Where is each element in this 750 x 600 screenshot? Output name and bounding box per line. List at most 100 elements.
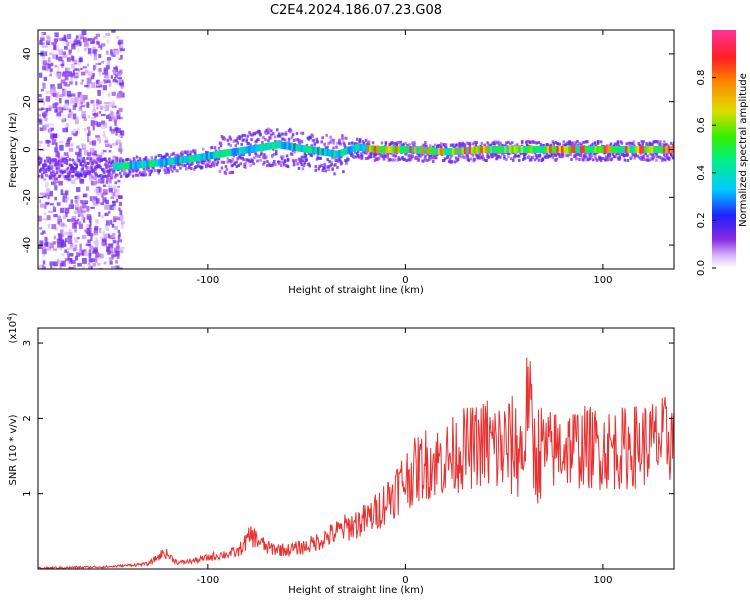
heatmap-cell: [226, 160, 230, 164]
heatmap-cell: [265, 155, 268, 159]
heatmap-cell: [618, 155, 622, 159]
heatmap-cell: [45, 241, 49, 247]
heatmap-cell: [654, 140, 657, 144]
heatmap-cell: [88, 249, 92, 256]
heatmap-cell: [52, 205, 56, 211]
heatmap-cell: [262, 136, 265, 140]
heatmap-cell: [214, 151, 218, 159]
heatmap-cell: [47, 140, 51, 144]
heatmap-cell: [167, 171, 170, 175]
heatmap-cell: [662, 145, 666, 154]
heatmap-cell: [649, 156, 652, 160]
heatmap-cell: [364, 157, 368, 161]
heatmap-cell: [249, 133, 252, 137]
heatmap-cell: [544, 155, 548, 159]
heatmap-cell: [87, 224, 92, 229]
heatmap-cell: [241, 156, 244, 160]
heatmap-cell: [101, 215, 104, 219]
heatmap-cell: [463, 147, 467, 155]
heatmap-cell: [259, 132, 262, 136]
heatmap-cell: [117, 71, 121, 77]
heatmap-cell: [305, 145, 309, 153]
heatmap-cell: [74, 220, 79, 225]
heatmap-cell: [98, 140, 102, 144]
heatmap-cell: [464, 156, 468, 160]
heatmap-cell: [494, 145, 498, 154]
heatmap-cell: [295, 131, 299, 135]
heatmap-cell: [45, 174, 49, 178]
heatmap-cell: [114, 76, 117, 80]
heatmap-cell: [409, 158, 412, 162]
heatmap-cell: [109, 144, 113, 149]
heatmap-cell: [235, 160, 239, 164]
heatmap-cell: [112, 69, 115, 73]
heatmap-cell: [481, 154, 484, 158]
heatmap-cell: [340, 161, 343, 165]
heatmap-cell: [93, 36, 98, 40]
heatmap-cell: [297, 157, 301, 161]
heatmap-cell: [556, 142, 559, 146]
heatmap-cell: [117, 239, 122, 243]
heatmap-cell: [95, 135, 100, 138]
heatmap-cell: [102, 175, 105, 179]
heatmap-cell: [172, 157, 176, 165]
heatmap-cell: [106, 180, 109, 184]
heatmap-cell: [114, 121, 117, 126]
heatmap-cell: [70, 164, 74, 168]
heatmap-cell: [324, 148, 328, 156]
heatmap-cell: [491, 155, 494, 159]
heatmap-cell: [184, 164, 187, 168]
heatmap-cell: [482, 146, 486, 154]
heatmap-cell: [554, 140, 558, 144]
heatmap-cell: [107, 172, 110, 176]
heatmap-cell: [287, 140, 291, 144]
heatmap-cell: [334, 163, 337, 167]
heatmap-cell: [275, 152, 278, 156]
heatmap-cell: [267, 142, 271, 150]
heatmap-cell: [245, 139, 248, 143]
heatmap-cell: [65, 142, 70, 147]
heatmap-cell: [176, 169, 179, 173]
heatmap-cell: [119, 174, 123, 178]
heatmap-cell: [86, 205, 90, 212]
heatmap-cell: [519, 152, 523, 156]
heatmap-cell: [107, 174, 110, 177]
heatmap-cell: [81, 234, 87, 239]
heatmap-cell: [269, 142, 273, 150]
heatmap-cell: [373, 145, 377, 153]
heatmap-cell: [115, 124, 119, 127]
heatmap-cell: [89, 147, 95, 154]
heatmap-cell: [65, 162, 69, 166]
heatmap-cell: [98, 71, 102, 77]
heatmap-cell: [79, 34, 85, 38]
heatmap-cell: [408, 143, 411, 147]
heatmap-cell: [238, 147, 242, 155]
heatmap-cell: [54, 102, 58, 109]
heatmap-y-tick-label: 40: [22, 48, 33, 61]
heatmap-cell: [64, 157, 68, 161]
heatmap-cell: [486, 152, 489, 156]
heatmap-cell: [88, 130, 91, 136]
heatmap-cell: [575, 157, 578, 161]
heatmap-cell: [314, 165, 318, 169]
heatmap-cell: [46, 64, 52, 69]
heatmap-cell: [45, 96, 51, 102]
heatmap-cell: [104, 157, 107, 161]
heatmap-cell: [372, 154, 376, 158]
heatmap-cell: [111, 30, 116, 33]
heatmap-cell: [41, 44, 44, 48]
heatmap-cell: [308, 164, 312, 168]
heatmap-cell: [108, 170, 111, 174]
heatmap-cell: [110, 196, 115, 199]
heatmap-cell: [81, 214, 84, 221]
heatmap-cell: [60, 79, 66, 84]
heatmap-cell: [114, 175, 117, 179]
heatmap-cell: [587, 145, 591, 154]
heatmap-cell: [274, 163, 277, 167]
heatmap-cell: [97, 174, 100, 178]
heatmap-cell: [42, 83, 46, 89]
heatmap-cell: [168, 155, 171, 159]
heatmap-cell: [592, 158, 595, 162]
heatmap-cell: [281, 141, 285, 150]
heatmap-cell: [290, 152, 294, 156]
